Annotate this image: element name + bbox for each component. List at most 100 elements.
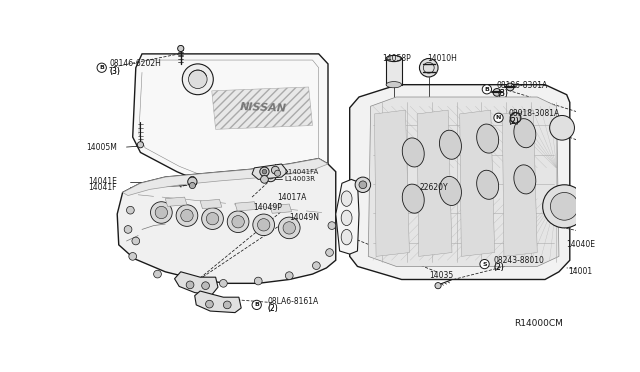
Circle shape [132,237,140,245]
Circle shape [550,192,579,220]
Circle shape [419,58,438,77]
Polygon shape [336,179,359,254]
Ellipse shape [386,81,402,88]
Text: 08243-88010: 08243-88010 [494,256,545,265]
Text: (3): (3) [109,67,120,76]
Circle shape [184,278,193,286]
Polygon shape [195,291,241,312]
Circle shape [223,301,231,309]
Polygon shape [270,204,292,213]
Circle shape [328,222,336,230]
Text: B: B [484,87,490,92]
Text: 14041E: 14041E [88,177,116,186]
Circle shape [543,185,586,228]
Ellipse shape [514,165,536,194]
Circle shape [232,216,244,228]
Ellipse shape [403,138,424,167]
Circle shape [260,167,269,176]
Circle shape [480,260,489,269]
Circle shape [550,115,575,140]
Circle shape [189,182,195,188]
Circle shape [189,70,207,89]
Text: (3): (3) [497,89,508,97]
Circle shape [206,212,219,225]
Circle shape [271,166,279,174]
Circle shape [124,225,132,233]
Circle shape [178,45,184,52]
Polygon shape [374,110,410,256]
Circle shape [265,171,276,182]
Text: 14005M: 14005M [86,142,117,151]
Ellipse shape [341,191,352,206]
Circle shape [189,183,195,189]
Text: 14001: 14001 [568,267,593,276]
Text: 08LA6-8161A: 08LA6-8161A [268,296,319,305]
Circle shape [127,206,134,214]
Circle shape [176,205,198,226]
Circle shape [260,176,268,183]
Circle shape [189,176,195,183]
Circle shape [254,277,262,285]
Circle shape [257,219,270,231]
Text: 22620Y: 22620Y [419,183,448,192]
Circle shape [138,142,143,148]
Text: 14010H: 14010H [428,54,457,63]
Circle shape [186,281,194,289]
Polygon shape [368,97,559,266]
Polygon shape [502,110,537,256]
Circle shape [262,169,267,174]
Text: NISSAN: NISSAN [240,102,287,113]
Circle shape [188,177,197,186]
Polygon shape [386,58,402,85]
Ellipse shape [440,130,461,159]
Text: 14049N: 14049N [289,214,319,222]
Text: N: N [496,115,501,120]
Polygon shape [175,272,218,295]
Polygon shape [117,158,336,283]
Text: 14035: 14035 [429,271,453,280]
Circle shape [220,279,227,287]
Circle shape [129,253,136,260]
Text: 08186-8301A: 08186-8301A [497,81,548,90]
Circle shape [435,283,441,289]
Circle shape [359,181,367,189]
Polygon shape [460,110,495,256]
Text: 14017A: 14017A [277,193,306,202]
Ellipse shape [514,119,536,148]
Circle shape [253,214,275,235]
Circle shape [188,177,197,186]
Circle shape [180,209,193,222]
Circle shape [326,249,333,256]
Circle shape [494,113,503,122]
Polygon shape [252,164,288,179]
Circle shape [285,272,293,279]
Polygon shape [235,202,257,211]
Text: S: S [482,262,487,267]
Circle shape [202,208,223,230]
Text: (3): (3) [497,89,508,97]
Text: (2): (2) [509,117,519,126]
Circle shape [510,112,521,123]
Circle shape [278,217,300,239]
Ellipse shape [440,176,461,205]
Circle shape [205,300,213,308]
Circle shape [182,64,213,95]
Text: (3): (3) [109,67,120,76]
Text: L14003R: L14003R [285,176,316,182]
Text: (2): (2) [268,304,278,313]
Polygon shape [165,197,187,206]
Circle shape [312,262,320,269]
Ellipse shape [477,170,499,199]
Text: 08146-6202H: 08146-6202H [109,60,161,68]
Text: L14041FA: L14041FA [285,170,319,176]
Circle shape [268,174,273,179]
Polygon shape [417,110,452,256]
Polygon shape [511,112,520,123]
Ellipse shape [403,184,424,213]
Circle shape [97,63,106,73]
Circle shape [355,177,371,192]
Text: 14058P: 14058P [382,54,411,63]
Polygon shape [132,54,328,189]
Text: (2): (2) [494,263,504,272]
Text: B: B [99,65,104,70]
